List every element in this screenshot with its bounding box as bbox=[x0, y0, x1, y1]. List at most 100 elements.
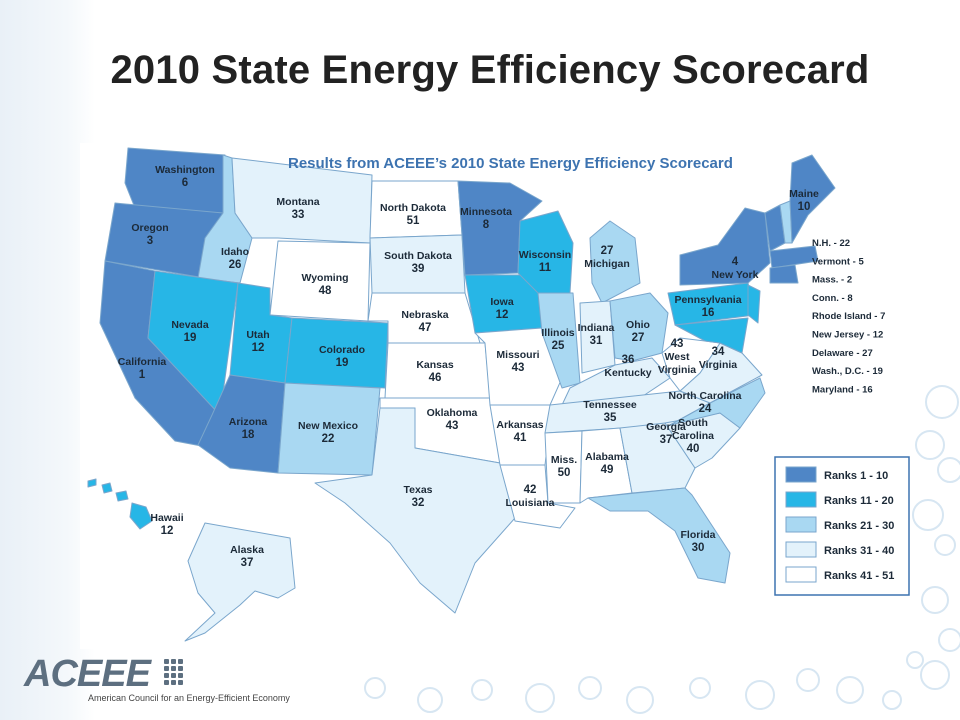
state-rank: 37 bbox=[241, 557, 254, 569]
state-name: Wyoming bbox=[301, 272, 348, 284]
legend-swatch bbox=[785, 541, 817, 558]
side-band bbox=[0, 0, 95, 720]
northeast-list-item: Mass. - 2 bbox=[812, 275, 852, 286]
state-rank: 43 bbox=[671, 338, 684, 350]
state-name: Alaska bbox=[230, 544, 264, 556]
state-rank: 1 bbox=[139, 369, 146, 381]
state-hawaii bbox=[115, 490, 129, 502]
state-rank: 8 bbox=[483, 219, 490, 231]
state-rank: 34 bbox=[712, 346, 725, 358]
northeast-list-item: Delaware - 27 bbox=[812, 348, 873, 359]
state-name: Ohio bbox=[626, 319, 650, 331]
state-rank: 49 bbox=[601, 464, 614, 476]
map-panel: Results from ACEEE’s 2010 State Energy E… bbox=[80, 143, 912, 649]
us-map: Results from ACEEE’s 2010 State Energy E… bbox=[87, 147, 910, 642]
state-montana bbox=[231, 157, 373, 244]
state-louisiana bbox=[499, 464, 576, 529]
state-name: Carolina bbox=[672, 430, 714, 442]
legend-swatch bbox=[785, 566, 817, 583]
northeast-list-item: New Jersey - 12 bbox=[812, 330, 883, 341]
legend-label: Ranks 31 - 40 bbox=[824, 545, 894, 557]
northeast-list-item: Rhode Island - 7 bbox=[812, 311, 885, 322]
northeast-list-item: Vermont - 5 bbox=[812, 256, 864, 267]
state-rank: 30 bbox=[692, 542, 705, 554]
state-name: North Carolina bbox=[669, 390, 742, 402]
state-name: Arizona bbox=[229, 416, 268, 428]
state-maine bbox=[789, 154, 836, 244]
northeast-list-item: N.H. - 22 bbox=[812, 238, 850, 249]
map-title: Results from ACEEE’s 2010 State Energy E… bbox=[288, 155, 733, 172]
state-alaska bbox=[184, 522, 296, 642]
state-rank: 32 bbox=[412, 497, 425, 509]
state-rank: 26 bbox=[229, 259, 242, 271]
legend: Ranks 1 - 10 Ranks 11 - 20 Ranks 21 - 30 Ra… bbox=[774, 456, 910, 596]
slide-title: 2010 State Energy Efficiency Scorecard bbox=[110, 48, 870, 92]
state-rank: 33 bbox=[292, 209, 305, 221]
state-rank: 12 bbox=[496, 309, 509, 321]
legend-label: Ranks 41 - 51 bbox=[824, 570, 894, 582]
state-rank: 37 bbox=[660, 434, 673, 446]
state-name: Maine bbox=[789, 188, 819, 200]
state-name: Hawaii bbox=[150, 512, 183, 524]
legend-label: Ranks 11 - 20 bbox=[824, 495, 894, 507]
state-name: Colorado bbox=[319, 344, 365, 356]
legend-swatch bbox=[785, 491, 817, 508]
state-rank: 40 bbox=[687, 443, 700, 455]
state-name: Alabama bbox=[585, 451, 629, 463]
logo-wordmark: ACEEE bbox=[24, 653, 151, 695]
state-rank: 39 bbox=[412, 263, 425, 275]
state-name: Pennsylvania bbox=[674, 294, 741, 306]
state-rank: 4 bbox=[732, 256, 739, 268]
state-name: Missouri bbox=[496, 349, 539, 361]
state-rank: 42 bbox=[524, 484, 537, 496]
state-name: Nebraska bbox=[401, 309, 448, 321]
state-rank: 11 bbox=[539, 262, 552, 274]
state-name: Texas bbox=[404, 484, 433, 496]
state-rank: 43 bbox=[446, 420, 459, 432]
state-name: Virginia bbox=[658, 364, 696, 376]
northeast-list-item: Wash., D.C. - 19 bbox=[812, 366, 883, 377]
state-rank: 27 bbox=[601, 245, 614, 257]
state-rank: 16 bbox=[702, 307, 715, 319]
state-rank: 25 bbox=[552, 340, 565, 352]
state-rank: 51 bbox=[407, 215, 420, 227]
state-rank: 36 bbox=[622, 354, 635, 366]
legend-swatch bbox=[785, 466, 817, 483]
state-name: Michigan bbox=[584, 258, 630, 270]
state-name: Wisconsin bbox=[519, 249, 571, 261]
state-name: Miss. bbox=[551, 454, 577, 466]
state-michigan bbox=[589, 220, 641, 304]
state-name: New Mexico bbox=[298, 420, 358, 432]
state-name: Tennessee bbox=[583, 399, 637, 411]
northeast-list-item: Conn. - 8 bbox=[812, 293, 853, 304]
northeast-list-item: Maryland - 16 bbox=[812, 384, 873, 395]
state-west-virginia bbox=[661, 337, 721, 392]
state-name: Arkansas bbox=[496, 419, 543, 431]
state-rank: 24 bbox=[699, 403, 712, 415]
state-rank: 19 bbox=[184, 332, 197, 344]
state-rank: 22 bbox=[322, 433, 335, 445]
